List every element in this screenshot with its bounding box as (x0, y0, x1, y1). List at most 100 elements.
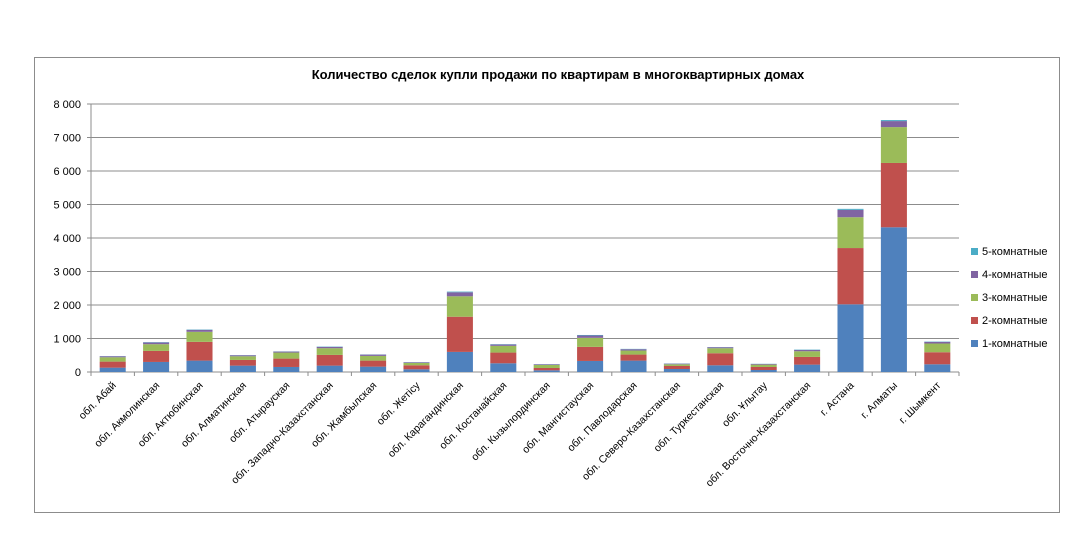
bar-segment (446, 316, 473, 352)
bar-segment (880, 120, 907, 122)
bar-segment (446, 291, 473, 293)
bar-segment (620, 360, 647, 372)
x-tick-label: обл. Кызылординская (469, 380, 553, 464)
bar-segment (273, 358, 300, 367)
chart-title: Количество сделок купли продажи по кварт… (312, 67, 805, 82)
bar-segment (620, 350, 647, 355)
x-tick-label: г. Шымкент (897, 380, 944, 427)
x-tick-label: обл. Мангистауская (520, 380, 596, 456)
bar-segment (446, 351, 473, 372)
bar-segment (143, 361, 170, 372)
bar-segment (229, 365, 256, 372)
bar-segment (577, 335, 604, 338)
bar-segment (794, 364, 821, 372)
bar-segment (533, 367, 560, 371)
bar-segment (750, 364, 777, 367)
bar-segment (577, 337, 604, 347)
bar-segment (663, 363, 690, 365)
bar-segment (924, 341, 951, 344)
bar-segment (360, 366, 387, 372)
chart-canvas: Количество сделок купли продажи по кварт… (53, 67, 1047, 489)
bar-segment (577, 334, 604, 336)
bars (99, 120, 951, 372)
bar-segment (750, 366, 777, 370)
legend-swatch (971, 271, 978, 278)
bar-segment (403, 362, 430, 363)
bar-segment (273, 351, 300, 353)
x-tick-label: обл. Карагандинская (386, 380, 466, 460)
bar-segment (316, 348, 343, 355)
bar-segment (403, 362, 430, 366)
bar-segment (880, 227, 907, 372)
bar-segment (446, 292, 473, 297)
y-tick-label: 0 (75, 367, 81, 379)
bar-segment (794, 351, 821, 357)
bar-segment (837, 304, 864, 372)
legend-swatch (971, 340, 978, 347)
bar-segment (186, 331, 213, 342)
legend-swatch (971, 248, 978, 255)
bar-segment (533, 370, 560, 372)
y-axis-ticks: 0 1 000 2 000 3 000 4 000 5 000 6 000 7 000 8 00… (53, 99, 91, 379)
legend-label: 5-комнатные (982, 246, 1047, 258)
bar-segment (837, 209, 864, 218)
legend-label: 3-комнатные (982, 292, 1047, 304)
bar-segment (663, 368, 690, 372)
bar-segment (403, 365, 430, 370)
bar-segment (360, 354, 387, 356)
legend-swatch (971, 294, 978, 301)
bar-segment (663, 364, 690, 366)
y-tick-label: 6 000 (53, 166, 81, 178)
y-tick-label: 7 000 (53, 133, 81, 145)
y-tick-label: 1 000 (53, 334, 81, 346)
bar-segment (99, 367, 126, 372)
bar-segment (99, 356, 126, 358)
bar-segment (403, 369, 430, 372)
bar-segment (229, 355, 256, 357)
bar-segment (490, 345, 517, 353)
bar-segment (837, 208, 864, 210)
bar-segment (446, 296, 473, 317)
bar-segment (794, 356, 821, 365)
legend-label: 4-комнатные (982, 269, 1047, 281)
bar-segment (924, 364, 951, 372)
bar-segment (707, 353, 734, 366)
legend-label: 1-комнатные (982, 338, 1047, 350)
legend-label: 2-комнатные (982, 315, 1047, 327)
bar-segment (186, 329, 213, 332)
bar-segment (490, 363, 517, 372)
bar-segment (273, 366, 300, 372)
bar-segment (750, 363, 777, 365)
bar-segment (880, 127, 907, 163)
y-tick-label: 8 000 (53, 99, 81, 111)
y-tick-label: 5 000 (53, 200, 81, 212)
bar-segment (837, 217, 864, 249)
bar-segment (229, 356, 256, 360)
bar-segment (99, 361, 126, 368)
y-tick-label: 4 000 (53, 233, 81, 245)
bar-segment (316, 346, 343, 349)
bar-segment (837, 248, 864, 305)
x-tick-label: обл. Абай (77, 380, 119, 422)
bar-segment (360, 360, 387, 367)
bar-segment (794, 349, 821, 352)
bar-segment (880, 162, 907, 228)
bar-segment (186, 341, 213, 361)
x-tick-label: г. Астана (818, 380, 857, 419)
bar-segment (707, 347, 734, 349)
bar-segment (143, 350, 170, 362)
bar-segment (707, 348, 734, 354)
bar-segment (316, 354, 343, 366)
bar-segment (924, 352, 951, 365)
bar-segment (577, 360, 604, 372)
x-tick-label: г. Алматы (859, 380, 901, 422)
bar-segment (707, 365, 734, 372)
y-tick-label: 3 000 (53, 267, 81, 279)
bar-segment (143, 344, 170, 351)
bar-segment (663, 365, 690, 369)
bar-segment (750, 369, 777, 372)
bar-segment (620, 349, 647, 351)
bar-segment (620, 354, 647, 361)
bar-segment (229, 359, 256, 366)
